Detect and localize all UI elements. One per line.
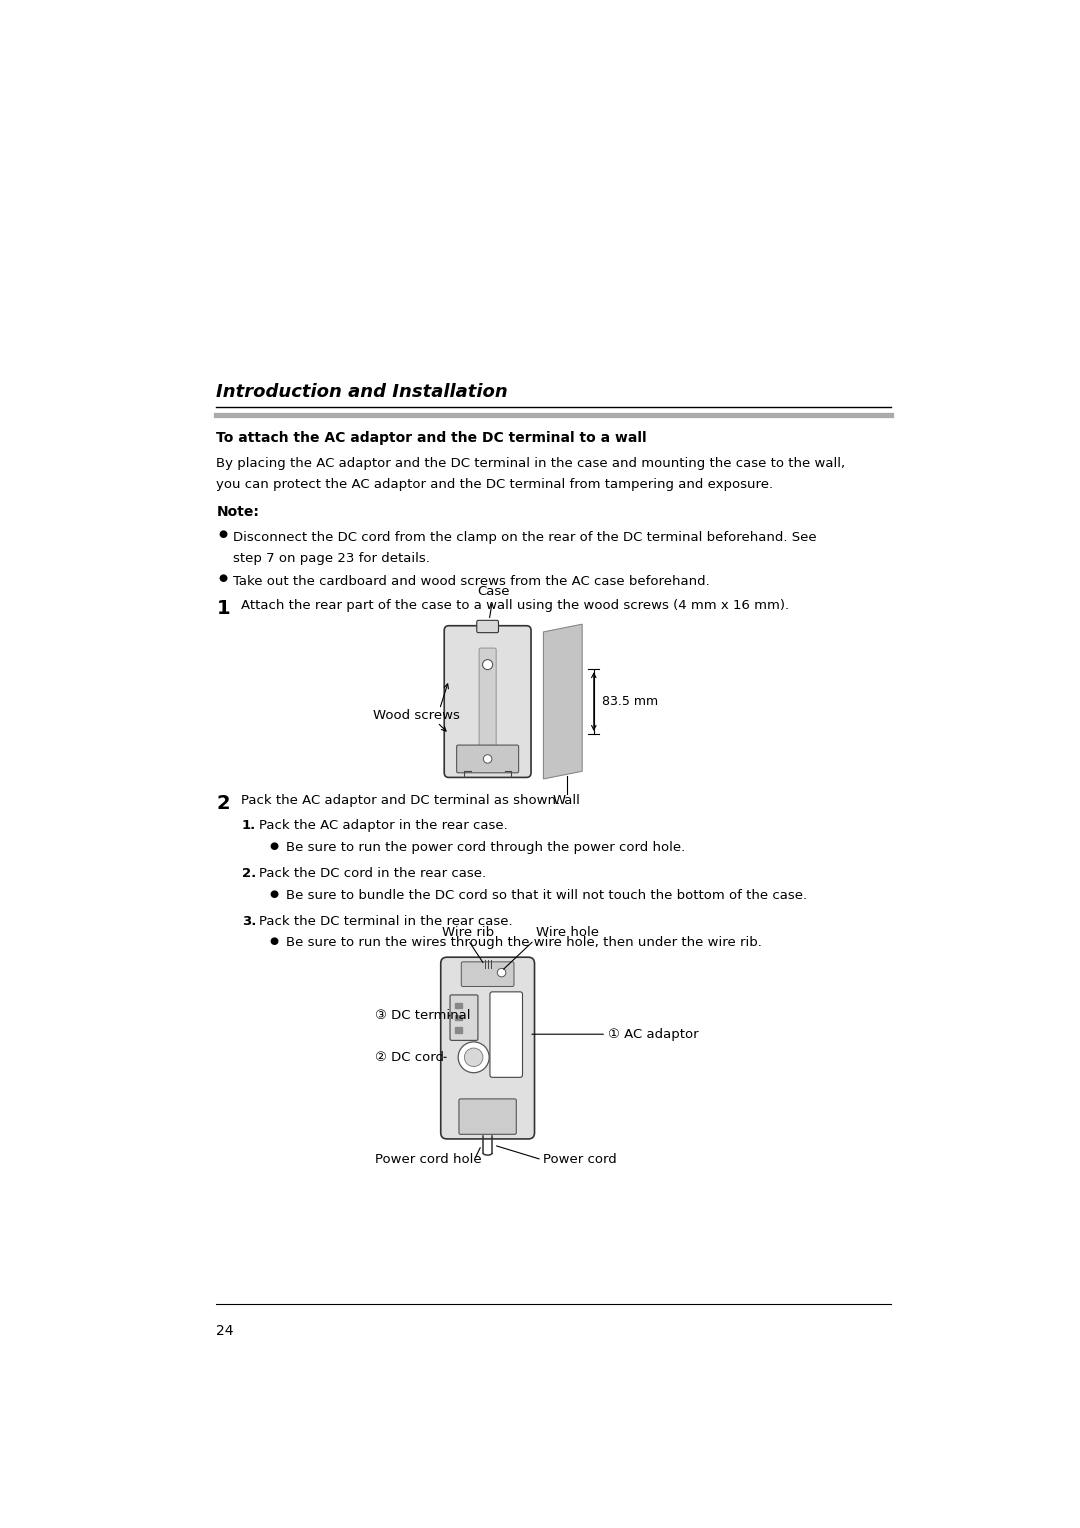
Text: you can protect the AC adaptor and the DC terminal from tampering and exposure.: you can protect the AC adaptor and the D…	[216, 478, 773, 492]
Text: Be sure to run the wires through the wire hole, then under the wire rib.: Be sure to run the wires through the wir…	[286, 937, 762, 949]
Text: Pack the AC adaptor and DC terminal as shown.: Pack the AC adaptor and DC terminal as s…	[241, 795, 561, 807]
Text: 2: 2	[216, 795, 230, 813]
Text: 1.: 1.	[242, 819, 256, 833]
Text: Power cord: Power cord	[543, 1154, 617, 1166]
Text: ●: ●	[269, 840, 278, 851]
FancyBboxPatch shape	[459, 1099, 516, 1134]
Text: 2.: 2.	[242, 866, 256, 880]
Text: ② DC cord: ② DC cord	[375, 1051, 444, 1063]
Text: Take out the cardboard and wood screws from the AC case beforehand.: Take out the cardboard and wood screws f…	[233, 575, 711, 588]
Circle shape	[497, 969, 505, 976]
Text: ●: ●	[218, 573, 227, 584]
Text: To attach the AC adaptor and the DC terminal to a wall: To attach the AC adaptor and the DC term…	[216, 431, 647, 445]
Text: Pack the DC terminal in the rear case.: Pack the DC terminal in the rear case.	[259, 915, 513, 927]
Circle shape	[483, 660, 492, 669]
Text: Wood screws: Wood screws	[373, 709, 460, 721]
FancyBboxPatch shape	[461, 961, 514, 987]
FancyBboxPatch shape	[444, 626, 531, 778]
Text: Disconnect the DC cord from the clamp on the rear of the DC terminal beforehand.: Disconnect the DC cord from the clamp on…	[233, 530, 818, 544]
Bar	[455, 1027, 462, 1033]
Text: Be sure to run the power cord through the power cord hole.: Be sure to run the power cord through th…	[286, 840, 686, 854]
Text: Introduction and Installation: Introduction and Installation	[216, 384, 508, 402]
Text: ③ DC terminal: ③ DC terminal	[375, 1008, 471, 1022]
Text: Wire hole: Wire hole	[536, 926, 598, 938]
Text: Wall: Wall	[553, 795, 581, 807]
Bar	[455, 1002, 462, 1008]
Text: Pack the AC adaptor in the rear case.: Pack the AC adaptor in the rear case.	[259, 819, 508, 833]
Text: Pack the DC cord in the rear case.: Pack the DC cord in the rear case.	[259, 866, 486, 880]
Text: 1: 1	[216, 599, 230, 619]
Text: ●: ●	[269, 937, 278, 946]
Text: Be sure to bundle the DC cord so that it will not touch the bottom of the case.: Be sure to bundle the DC cord so that it…	[286, 889, 807, 902]
FancyBboxPatch shape	[441, 957, 535, 1138]
Circle shape	[464, 1048, 483, 1067]
Text: 3.: 3.	[242, 915, 256, 927]
Text: By placing the AC adaptor and the DC terminal in the case and mounting the case : By placing the AC adaptor and the DC ter…	[216, 457, 846, 469]
FancyBboxPatch shape	[476, 620, 499, 633]
FancyBboxPatch shape	[450, 995, 478, 1041]
Text: ●: ●	[218, 529, 227, 539]
FancyBboxPatch shape	[480, 648, 496, 755]
Text: Case: Case	[477, 585, 510, 597]
Text: ① AC adaptor: ① AC adaptor	[608, 1028, 699, 1041]
Text: 24: 24	[216, 1323, 234, 1337]
Text: Note:: Note:	[216, 506, 259, 520]
Text: ●: ●	[269, 889, 278, 898]
Polygon shape	[543, 623, 582, 779]
FancyBboxPatch shape	[457, 746, 518, 773]
Text: Attach the rear part of the case to a wall using the wood screws (4 mm x 16 mm).: Attach the rear part of the case to a wa…	[241, 599, 789, 613]
Text: step 7 on page 23 for details.: step 7 on page 23 for details.	[233, 552, 430, 565]
Circle shape	[458, 1042, 489, 1073]
FancyBboxPatch shape	[490, 992, 523, 1077]
Text: 83.5 mm: 83.5 mm	[602, 695, 658, 707]
Text: Wire rib: Wire rib	[442, 926, 495, 938]
Circle shape	[484, 755, 491, 762]
Bar	[455, 1015, 462, 1021]
Text: Power cord hole: Power cord hole	[375, 1154, 482, 1166]
